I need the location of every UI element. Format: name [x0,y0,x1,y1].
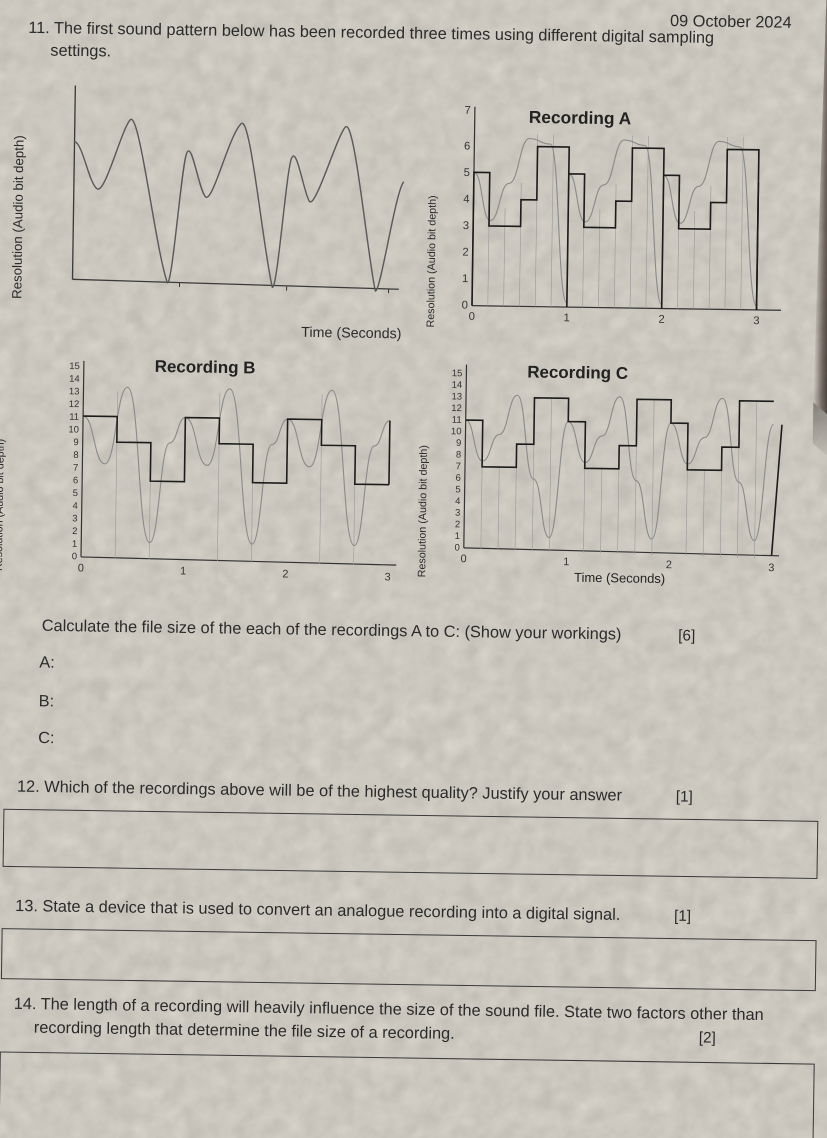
svg-text:8: 8 [73,450,78,461]
svg-text:2: 2 [282,568,288,580]
svg-text:8: 8 [456,450,461,461]
svg-text:2: 2 [455,519,460,530]
svg-text:0: 0 [460,553,466,565]
svg-text:7: 7 [464,105,470,117]
svg-text:3: 3 [463,220,469,232]
svg-text:14: 14 [69,374,80,385]
svg-text:1: 1 [462,273,468,285]
svg-text:3: 3 [384,571,390,583]
svg-text:2: 2 [658,314,664,326]
svg-text:1: 1 [563,556,569,568]
svg-text:12: 12 [69,399,80,410]
svg-text:0: 0 [469,311,475,323]
svg-text:5: 5 [455,484,460,495]
svg-text:Recording B: Recording B [155,357,256,377]
svg-text:4: 4 [463,193,469,205]
svg-text:7: 7 [456,461,461,472]
svg-text:4: 4 [72,501,77,512]
svg-text:6: 6 [464,140,470,152]
svg-text:2: 2 [72,526,77,537]
svg-text:12: 12 [451,403,462,414]
svg-text:2: 2 [462,247,468,259]
svg-text:1: 1 [455,531,460,542]
svg-text:1: 1 [563,312,569,324]
svg-text:3: 3 [753,315,759,327]
svg-text:7: 7 [73,463,78,474]
svg-text:9: 9 [73,437,78,448]
svg-text:3: 3 [72,513,77,524]
svg-text:1: 1 [72,539,77,550]
svg-text:0: 0 [72,551,77,562]
svg-text:0: 0 [454,543,459,554]
svg-text:1: 1 [180,565,186,577]
svg-text:Recording C: Recording C [527,362,628,382]
svg-text:6: 6 [455,473,460,484]
svg-text:13: 13 [451,391,462,402]
svg-text:Time (Seconds): Time (Seconds) [574,570,665,586]
svg-text:14: 14 [452,380,463,391]
svg-text:11: 11 [452,415,462,426]
svg-text:5: 5 [73,488,78,499]
svg-text:9: 9 [456,438,461,449]
svg-text:10: 10 [68,424,79,435]
svg-text:3: 3 [768,562,774,574]
svg-text:0: 0 [462,300,468,312]
svg-text:0: 0 [78,562,84,574]
svg-text:4: 4 [455,496,460,507]
svg-text:15: 15 [69,361,80,372]
svg-text:2: 2 [666,559,672,571]
svg-text:13: 13 [69,386,80,397]
svg-text:10: 10 [451,426,462,437]
svg-text:6: 6 [73,475,78,486]
svg-text:5: 5 [464,167,470,179]
svg-text:Recording A: Recording A [529,107,632,129]
svg-text:15: 15 [452,368,463,379]
svg-text:3: 3 [455,508,460,519]
svg-text:11: 11 [69,412,79,423]
